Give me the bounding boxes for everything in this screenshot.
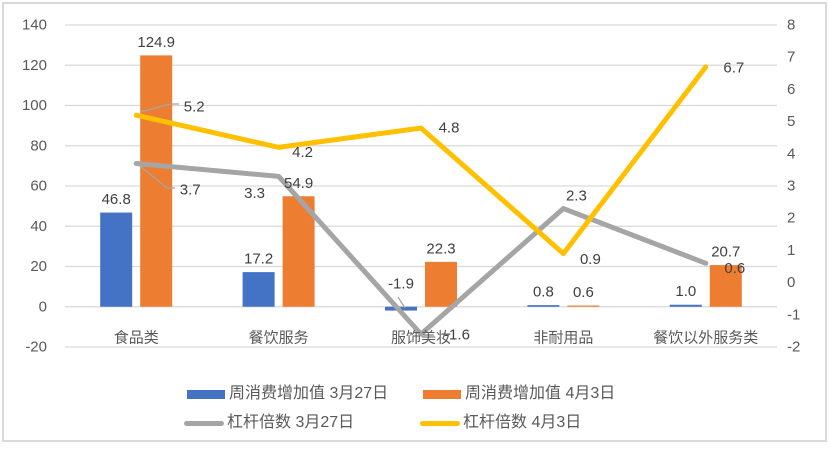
legend-label: 周消费增加值 4月3日 bbox=[465, 385, 616, 402]
left-axis-tick: 100 bbox=[22, 97, 47, 114]
bar-data-label: 1.0 bbox=[675, 283, 696, 300]
category-label: 餐饮以外服务类 bbox=[653, 330, 758, 347]
bar-data-label: 54.9 bbox=[284, 175, 313, 192]
left-axis-tick: 60 bbox=[30, 178, 47, 195]
line-data-label: 3.3 bbox=[244, 185, 265, 202]
line-series bbox=[133, 64, 709, 337]
right-axis-ticks: 8 7 6 5 4 3 2 1 0 -1 -2 bbox=[787, 17, 800, 356]
bar bbox=[425, 261, 457, 307]
bar-data-label: 124.9 bbox=[137, 34, 175, 51]
right-axis-tick: 2 bbox=[787, 210, 795, 227]
right-axis-tick: 1 bbox=[787, 242, 795, 259]
right-axis-tick: 0 bbox=[787, 274, 795, 291]
legend-item-line-mar27: 杠杆倍数 3月27日 bbox=[184, 414, 354, 432]
bar-data-label: 20.7 bbox=[711, 244, 740, 261]
left-axis-tick: 0 bbox=[39, 298, 47, 315]
gridlines bbox=[65, 24, 777, 348]
bar-series bbox=[100, 55, 742, 311]
line-data-label: 6.7 bbox=[723, 59, 744, 76]
leader-line bbox=[139, 103, 179, 113]
bar-data-label: 22.3 bbox=[426, 240, 455, 257]
line-data-label: 4.8 bbox=[439, 120, 460, 137]
left-axis-tick: 140 bbox=[22, 17, 47, 34]
line-data-label: -1.6 bbox=[444, 327, 470, 344]
legend-label: 杠杆倍数 3月27日 bbox=[227, 414, 355, 431]
bar-data-label: 0.8 bbox=[533, 284, 554, 301]
bar-data-label: 17.2 bbox=[244, 251, 273, 268]
right-axis-tick: 8 bbox=[787, 17, 795, 34]
left-axis-tick: -20 bbox=[25, 339, 47, 356]
left-axis-tick: 40 bbox=[30, 218, 47, 235]
leader-line bbox=[397, 296, 406, 309]
category-labels: 食品类 餐饮服务 服饰美妆 非耐用品 餐饮以外服务类 bbox=[114, 330, 759, 347]
line-data-label: 2.3 bbox=[566, 188, 587, 205]
bar bbox=[140, 55, 173, 307]
data-labels: 46.817.2-1.9 0.8 1.0124.954.922.30.620.73.… bbox=[102, 34, 746, 344]
chart-border bbox=[2, 2, 827, 442]
legend-swatch-yellow-line bbox=[420, 420, 460, 426]
line-data-label: 5.2 bbox=[184, 99, 205, 116]
bar-data-label: 46.8 bbox=[102, 191, 131, 208]
bar bbox=[567, 305, 600, 307]
bar bbox=[242, 272, 275, 307]
right-axis-tick: 3 bbox=[787, 178, 795, 195]
category-label: 服饰美妆 bbox=[391, 330, 451, 347]
right-axis-tick: 5 bbox=[787, 113, 795, 130]
right-axis-tick: -1 bbox=[787, 306, 800, 323]
legend-swatch-blue-bar bbox=[187, 389, 225, 399]
line-data-label: 3.7 bbox=[180, 181, 201, 198]
left-axis-tick: 120 bbox=[22, 57, 47, 74]
leader-line bbox=[139, 165, 175, 189]
bar bbox=[709, 265, 742, 307]
legend-swatch-gray-line bbox=[184, 420, 224, 426]
category-label: 餐饮服务 bbox=[249, 330, 309, 347]
line bbox=[133, 64, 709, 257]
right-axis-tick: -2 bbox=[787, 339, 800, 356]
right-axis-tick: 6 bbox=[787, 81, 795, 98]
right-axis-tick: 4 bbox=[787, 145, 795, 162]
legend-swatch-orange-bar bbox=[423, 389, 461, 399]
legend-label: 杠杆倍数 4月3日 bbox=[463, 414, 582, 431]
line-data-label: 4.2 bbox=[292, 144, 313, 161]
legend-item-bar-apr3: 周消费增加值 4月3日 bbox=[423, 385, 615, 403]
bar bbox=[527, 305, 560, 307]
bar-data-label: -1.9 bbox=[388, 275, 414, 292]
right-axis-tick: 7 bbox=[787, 49, 795, 66]
bar bbox=[100, 212, 133, 307]
left-axis-ticks: 140 120 100 80 60 40 20 0 -20 bbox=[22, 17, 47, 356]
legend-label: 周消费增加值 3月27日 bbox=[229, 385, 389, 402]
bar-data-label: 0.6 bbox=[573, 284, 594, 301]
leader-lines bbox=[139, 103, 406, 309]
bar bbox=[669, 304, 702, 307]
left-axis-tick: 80 bbox=[30, 137, 47, 154]
legend-item-line-apr3: 杠杆倍数 4月3日 bbox=[420, 414, 581, 432]
line-data-label: 0.6 bbox=[724, 260, 745, 277]
bar bbox=[282, 196, 315, 307]
line-data-label: 0.9 bbox=[580, 251, 601, 268]
category-label: 食品类 bbox=[114, 330, 159, 347]
legend-item-bar-mar27: 周消费增加值 3月27日 bbox=[187, 385, 388, 403]
category-label: 非耐用品 bbox=[533, 330, 593, 347]
left-axis-tick: 20 bbox=[30, 258, 47, 275]
line bbox=[133, 160, 709, 337]
